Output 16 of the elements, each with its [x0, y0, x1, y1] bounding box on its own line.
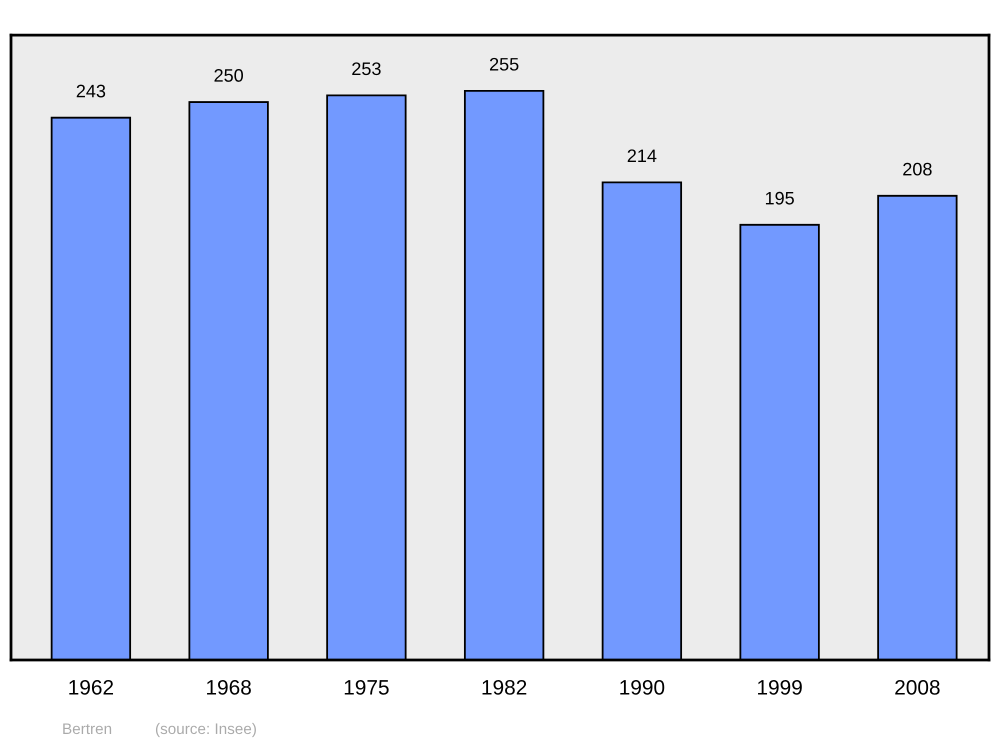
data-label: 195	[766, 192, 794, 205]
data-label: 250	[214, 69, 243, 82]
x-tick-label: 1975	[344, 680, 389, 695]
x-tick-label: 1982	[482, 680, 526, 695]
x-tick-label: 1999	[758, 680, 802, 695]
data-label: 208	[903, 162, 932, 176]
x-tick-label: 1962	[69, 680, 114, 695]
text: (source: Insee)	[156, 722, 256, 738]
x-tick-label: 1968	[207, 680, 251, 695]
data-label: 255	[490, 58, 518, 71]
text: Bertren	[63, 723, 112, 734]
x-tick-label: 1990	[620, 680, 664, 695]
x-tick-label: 2008	[895, 680, 940, 695]
data-label: 243	[76, 84, 106, 98]
data-label: 214	[628, 149, 656, 162]
data-label: 253	[352, 62, 381, 76]
